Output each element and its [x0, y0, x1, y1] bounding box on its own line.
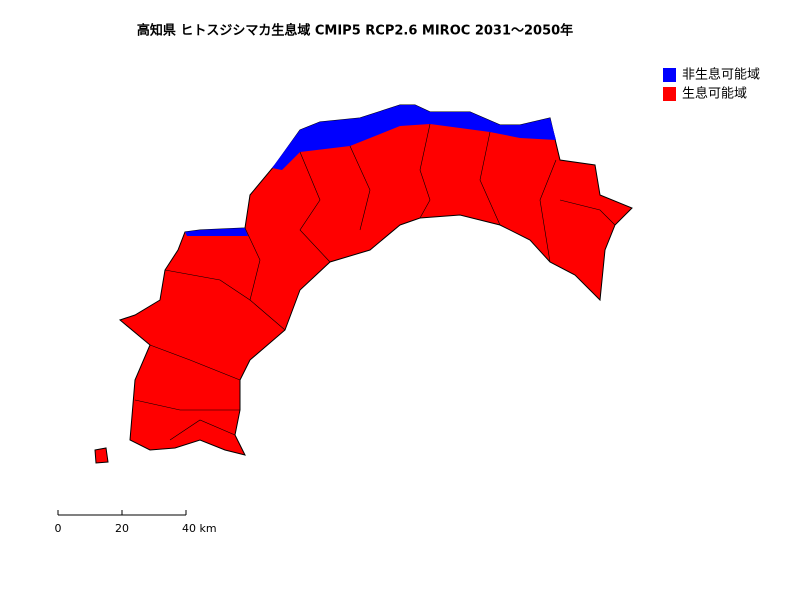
municipal-borders	[134, 123, 616, 441]
scale-bar: 0 20 40 km	[55, 510, 217, 535]
habitable-area	[94, 447, 109, 464]
non-habitable-area	[185, 228, 248, 236]
scale-label: 40 km	[182, 522, 217, 535]
habitable-area	[118, 104, 633, 456]
map-title: 高知県 ヒトスジシマカ生息域 CMIP5 RCP2.6 MIROC 2031～2…	[137, 23, 573, 39]
legend-swatch	[663, 87, 676, 101]
legend-label: 非生息可能域	[682, 67, 760, 83]
land	[94, 104, 633, 464]
legend-label: 生息可能域	[682, 86, 747, 102]
scale-label: 0	[55, 522, 62, 535]
legend-swatch	[663, 68, 676, 82]
scale-label: 20	[115, 522, 129, 535]
non-habitable-area	[272, 105, 556, 170]
